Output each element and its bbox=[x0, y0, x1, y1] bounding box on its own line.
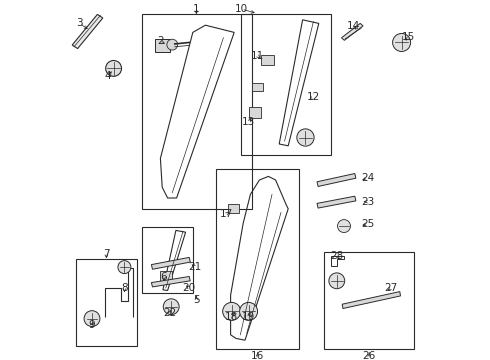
Circle shape bbox=[297, 129, 314, 146]
Bar bbox=[76, 259, 137, 346]
Polygon shape bbox=[317, 196, 356, 208]
Circle shape bbox=[118, 261, 131, 274]
Bar bbox=[242, 14, 331, 155]
Bar bbox=[143, 14, 252, 209]
Text: 26: 26 bbox=[363, 351, 376, 360]
Bar bbox=[248, 107, 261, 118]
Text: 11: 11 bbox=[251, 51, 264, 61]
Circle shape bbox=[163, 299, 179, 315]
Bar bbox=[228, 204, 239, 213]
Text: 2: 2 bbox=[157, 36, 164, 46]
Polygon shape bbox=[151, 257, 190, 269]
Text: 19: 19 bbox=[242, 312, 255, 322]
Circle shape bbox=[329, 273, 345, 289]
Bar bbox=[143, 227, 193, 293]
Polygon shape bbox=[317, 174, 356, 186]
Text: 10: 10 bbox=[235, 4, 248, 14]
Circle shape bbox=[167, 39, 178, 50]
Text: 21: 21 bbox=[189, 262, 202, 272]
Text: 16: 16 bbox=[251, 351, 264, 360]
Circle shape bbox=[392, 33, 411, 51]
Bar bbox=[216, 169, 299, 349]
Circle shape bbox=[338, 220, 350, 233]
Circle shape bbox=[106, 60, 122, 76]
Polygon shape bbox=[342, 292, 400, 309]
Circle shape bbox=[84, 311, 100, 327]
Bar bbox=[261, 55, 274, 65]
Text: 1: 1 bbox=[193, 4, 200, 14]
Polygon shape bbox=[342, 23, 363, 40]
Bar bbox=[160, 271, 172, 282]
Text: 17: 17 bbox=[220, 209, 233, 219]
Text: 13: 13 bbox=[242, 117, 255, 127]
Text: 20: 20 bbox=[183, 283, 196, 293]
Text: 12: 12 bbox=[307, 92, 320, 102]
Circle shape bbox=[240, 302, 258, 320]
Polygon shape bbox=[252, 83, 263, 91]
Text: 8: 8 bbox=[121, 283, 128, 293]
Text: 14: 14 bbox=[346, 21, 360, 31]
Text: 6: 6 bbox=[161, 272, 167, 282]
Text: 15: 15 bbox=[402, 32, 416, 42]
Text: 23: 23 bbox=[361, 197, 374, 207]
Bar bbox=[155, 39, 170, 52]
Text: 18: 18 bbox=[225, 312, 238, 322]
Text: 5: 5 bbox=[193, 295, 200, 305]
Bar bbox=[324, 252, 414, 349]
Text: 27: 27 bbox=[385, 283, 398, 293]
Circle shape bbox=[222, 302, 241, 320]
Text: 4: 4 bbox=[105, 71, 112, 81]
Polygon shape bbox=[72, 14, 103, 49]
Text: 24: 24 bbox=[361, 173, 374, 183]
Text: 7: 7 bbox=[103, 249, 110, 259]
Text: 3: 3 bbox=[76, 18, 83, 28]
Text: 25: 25 bbox=[361, 219, 374, 229]
Text: 28: 28 bbox=[331, 251, 344, 261]
Text: 9: 9 bbox=[89, 320, 96, 330]
Text: 22: 22 bbox=[163, 308, 176, 318]
Polygon shape bbox=[151, 276, 190, 287]
